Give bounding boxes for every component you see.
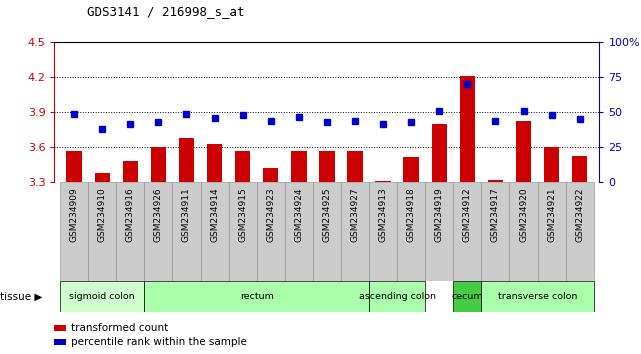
Bar [54,325,67,331]
Text: GSM234924: GSM234924 [294,187,303,242]
Bar [565,182,594,281]
Bar [235,151,251,182]
Bar [256,182,285,281]
Text: GSM234927: GSM234927 [351,187,360,242]
Bar [122,161,138,182]
Text: GSM234916: GSM234916 [126,187,135,242]
Text: GSM234910: GSM234910 [97,187,107,242]
Text: GSM234926: GSM234926 [154,187,163,242]
Text: GSM234925: GSM234925 [322,187,331,242]
Text: GSM234913: GSM234913 [379,187,388,242]
Bar [431,124,447,182]
Bar [54,339,67,345]
Bar [179,138,194,182]
Text: percentile rank within the sample: percentile rank within the sample [71,337,247,347]
Bar [347,151,363,182]
Text: rectum: rectum [240,292,274,301]
Text: GSM234922: GSM234922 [575,187,584,242]
Bar [544,147,560,182]
Bar [319,151,335,182]
Bar [313,182,341,281]
Text: GSM234911: GSM234911 [182,187,191,242]
Bar [207,144,222,182]
Text: GSM234914: GSM234914 [210,187,219,242]
Bar [397,182,425,281]
Bar [172,182,201,281]
Bar [151,147,166,182]
Text: GSM234912: GSM234912 [463,187,472,242]
Bar [481,182,510,281]
Bar [453,182,481,281]
Text: GSM234915: GSM234915 [238,187,247,242]
Text: GSM234919: GSM234919 [435,187,444,242]
Text: GSM234909: GSM234909 [70,187,79,242]
Bar [376,181,391,182]
Text: GSM234921: GSM234921 [547,187,556,242]
Bar [88,182,116,281]
Bar [144,281,369,312]
Text: sigmoid colon: sigmoid colon [69,292,135,301]
Bar [369,281,425,312]
Text: GDS3141 / 216998_s_at: GDS3141 / 216998_s_at [87,5,244,18]
Bar [453,281,481,312]
Text: GSM234920: GSM234920 [519,187,528,242]
Text: GSM234917: GSM234917 [491,187,500,242]
Bar [488,180,503,182]
Bar [369,182,397,281]
Text: GSM234918: GSM234918 [406,187,415,242]
Bar [263,168,278,182]
Bar [403,157,419,182]
Bar [60,281,144,312]
Bar [460,76,475,182]
Bar [60,182,88,281]
Bar [341,182,369,281]
Bar [572,155,587,182]
Text: transverse colon: transverse colon [498,292,578,301]
Bar [425,182,453,281]
Bar [516,121,531,182]
Bar [510,182,538,281]
Bar [481,281,594,312]
Text: cecum: cecum [451,292,483,301]
Text: GSM234923: GSM234923 [266,187,275,242]
Bar [144,182,172,281]
Bar [67,151,82,182]
Bar [94,173,110,182]
Bar [285,182,313,281]
Bar [116,182,144,281]
Bar [538,182,565,281]
Bar [229,182,256,281]
Bar [201,182,229,281]
Text: transformed count: transformed count [71,323,168,333]
Text: tissue ▶: tissue ▶ [0,291,42,302]
Text: ascending colon: ascending colon [358,292,436,301]
Bar [291,151,306,182]
